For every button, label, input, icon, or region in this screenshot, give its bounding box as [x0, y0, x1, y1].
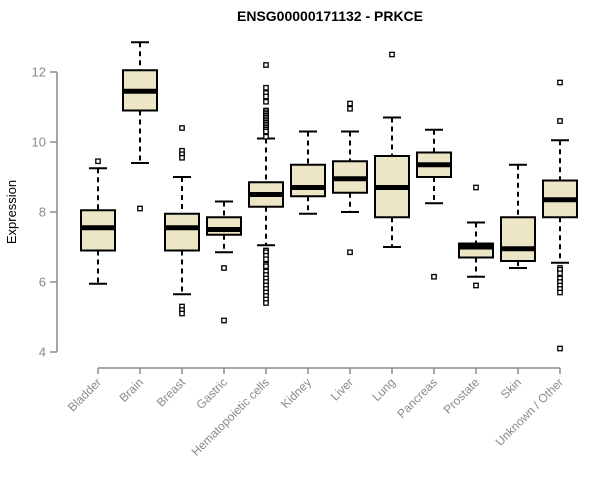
box-pancreas	[416, 128, 452, 280]
chart-title: ENSG00000171132 - PRKCE	[237, 8, 423, 24]
outlier-point	[221, 317, 227, 324]
x-tick-label: Pancreas	[394, 375, 440, 421]
box-unknown-other	[542, 79, 578, 352]
outlier-point	[263, 84, 269, 91]
y-tick-label: 12	[32, 65, 46, 80]
box-lung	[374, 51, 410, 248]
y-tick-label: 10	[32, 135, 46, 150]
outlier-point	[473, 184, 479, 191]
plot-area: 4 6 8 10 12 Bladder Brain Breast GastricHematopo…	[32, 41, 578, 459]
outlier-point	[263, 128, 269, 135]
iqr-box	[80, 209, 116, 252]
x-tick-label: Prostate	[441, 375, 483, 417]
outlier-point	[389, 51, 395, 58]
outlier-point	[557, 289, 563, 296]
iqr-box	[206, 216, 242, 236]
x-tick-label: Kidney	[278, 375, 314, 411]
iqr-box	[290, 163, 326, 198]
outlier-point	[263, 93, 269, 100]
outlier-point	[557, 118, 563, 124]
box-breast	[164, 125, 200, 317]
outlier-point	[263, 300, 269, 306]
outlier-point	[557, 79, 563, 86]
outlier-point	[263, 133, 269, 140]
box-brain	[122, 41, 158, 212]
box-bladder	[80, 158, 116, 285]
y-tick-label: 4	[39, 345, 46, 360]
outlier-point	[263, 62, 269, 68]
y-tick-label: 6	[39, 275, 46, 290]
x-tick-label: Lung	[369, 375, 398, 404]
box-prostate	[458, 184, 494, 289]
outlier-point	[431, 273, 437, 280]
x-tick-label: Skin	[498, 375, 524, 401]
box-gastric	[206, 200, 242, 324]
iqr-box	[500, 216, 536, 262]
box-kidney	[290, 130, 326, 215]
outlier-point	[473, 282, 479, 289]
outlier-point	[557, 345, 563, 352]
outlier-point	[179, 154, 185, 161]
outlier-point	[179, 125, 185, 131]
outlier-point	[347, 105, 353, 112]
box-liver	[332, 100, 368, 256]
outlier-point	[557, 270, 563, 277]
x-tick-label: Bladder	[65, 375, 104, 414]
x-tick-label: Breast	[154, 375, 189, 410]
outlier-point	[221, 265, 227, 271]
outlier-point	[179, 310, 185, 317]
box-hematopoietic-cells	[248, 62, 284, 306]
outlier-point	[263, 256, 269, 263]
x-tick-label: Gastric	[193, 375, 230, 412]
x-tick-label: Hematopoietic cells	[189, 375, 272, 458]
iqr-box	[164, 212, 200, 252]
outlier-point	[95, 158, 101, 165]
outlier-point	[263, 98, 269, 105]
outlier-point	[263, 263, 269, 270]
y-axis-label: Expression	[4, 180, 19, 244]
y-tick-label: 8	[39, 205, 46, 220]
outlier-point	[137, 205, 143, 212]
x-tick-label: Brain	[116, 375, 146, 405]
box-skin	[500, 163, 536, 269]
x-tick-label: Liver	[328, 375, 356, 403]
outlier-point	[347, 100, 353, 107]
outlier-point	[347, 249, 353, 256]
